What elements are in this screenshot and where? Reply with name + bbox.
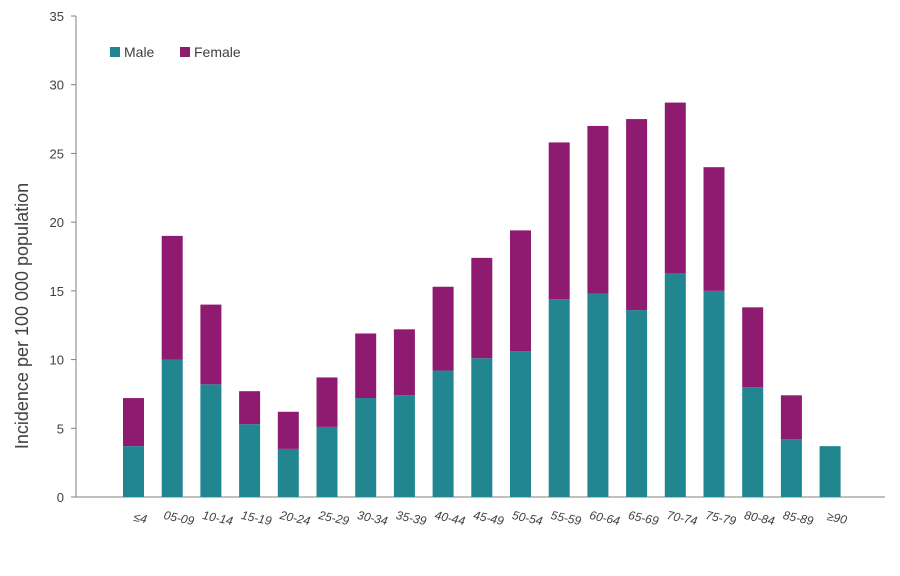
bar-male-≤4	[123, 446, 144, 497]
x-tick-label: 45-49	[472, 508, 505, 528]
x-tick-label: 65-69	[627, 508, 660, 528]
x-tick-label: 35-39	[395, 508, 428, 528]
y-tick-label: 10	[50, 353, 64, 368]
bar-male-25-29	[316, 426, 338, 497]
bar-female-40-44	[432, 286, 454, 371]
y-axis-title: Incidence per 100 000 population	[12, 183, 32, 449]
bar-male-75-79	[703, 290, 725, 497]
x-tick-label: 15-19	[240, 508, 273, 528]
bar-male-60-64	[587, 293, 609, 497]
bar-female-10-14	[200, 304, 222, 385]
y-tick-label: 30	[50, 78, 64, 93]
bar-male-45-49	[471, 358, 493, 497]
x-tick-label: 75-79	[704, 508, 737, 528]
x-tick-label: 20-24	[278, 508, 312, 528]
legend: Male Female	[110, 44, 241, 60]
bar-female-35-39	[393, 329, 415, 396]
y-tick-label: 15	[50, 284, 64, 299]
bar-female-70-74	[664, 102, 686, 273]
x-tick-label: 85-89	[782, 508, 815, 528]
y-tick-label: 5	[57, 421, 64, 436]
bar-female-85-89	[780, 395, 802, 440]
legend-label-female: Female	[194, 44, 241, 60]
bar-male-40-44	[432, 370, 454, 497]
bar-female-80-84	[742, 307, 764, 388]
x-tick-label: 10-14	[201, 508, 234, 528]
bar-female-≤4	[123, 398, 144, 447]
x-tick-label: 25-29	[316, 508, 350, 528]
bar-female-55-59	[548, 142, 570, 300]
bar-male-65-69	[626, 310, 648, 497]
bar-male-10-14	[200, 384, 222, 497]
bar-male-35-39	[393, 395, 415, 497]
bar-female-30-34	[355, 333, 377, 399]
x-axis: ≤4 05-09 10-14 15-19 20-24 25-29 30-34 35-39 40-…	[76, 496, 885, 528]
bar-male-55-59	[548, 299, 570, 497]
x-tick-label: ≤4	[132, 510, 148, 527]
bar-female-60-64	[587, 125, 609, 294]
x-tick-label: 60-64	[588, 508, 621, 528]
bar-male-15-19	[239, 424, 261, 497]
bar-male-80-84	[742, 387, 764, 497]
y-tick-label: 35	[50, 9, 64, 24]
y-tick-label: 25	[50, 146, 64, 161]
x-tick-label: 55-59	[550, 508, 583, 528]
x-tick-label: 30-34	[356, 508, 389, 528]
bars	[123, 102, 841, 497]
bar-female-15-19	[239, 391, 261, 425]
x-tick-label: ≥90	[826, 509, 849, 527]
legend-swatch-female	[180, 47, 190, 57]
y-tick-label: 20	[50, 215, 64, 230]
bar-male-20-24	[277, 448, 299, 497]
bar-female-20-24	[277, 411, 299, 449]
y-tick-label: 0	[57, 490, 64, 505]
bar-female-05-09	[161, 235, 183, 360]
y-axis: 0 5 10 15 20 25 30 35	[50, 9, 77, 505]
x-tick-label: 70-74	[666, 508, 699, 528]
bar-male-≥90	[819, 446, 841, 497]
bar-male-85-89	[780, 439, 802, 497]
bar-female-65-69	[626, 119, 648, 311]
bar-female-75-79	[703, 167, 725, 291]
bar-female-25-29	[316, 377, 338, 427]
bar-male-50-54	[510, 351, 531, 497]
legend-label-male: Male	[124, 44, 155, 60]
x-tick-label: 40-44	[433, 508, 466, 528]
x-tick-label: 80-84	[743, 508, 776, 528]
bar-female-45-49	[471, 257, 493, 359]
bar-male-30-34	[355, 398, 377, 497]
bar-male-70-74	[664, 272, 686, 497]
legend-swatch-male	[110, 47, 120, 57]
x-tick-label: 50-54	[511, 508, 544, 528]
x-tick-label: 05-09	[163, 508, 196, 528]
bar-male-05-09	[161, 359, 183, 497]
bar-female-50-54	[510, 230, 531, 352]
